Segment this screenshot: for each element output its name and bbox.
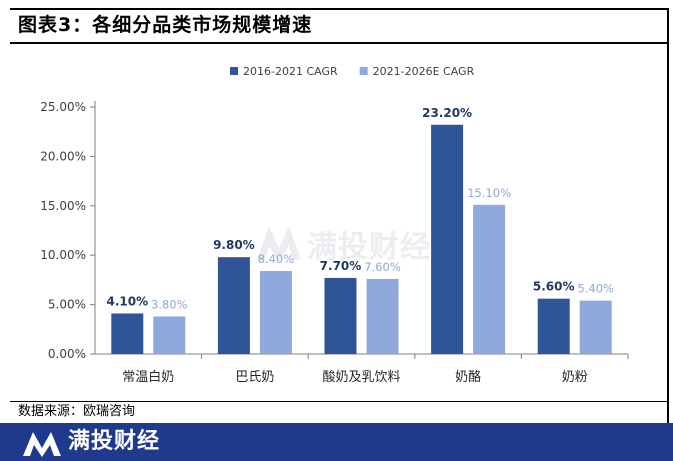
- x-category-label: 常温白奶: [122, 369, 174, 385]
- data-label-1-4: 23.20%: [422, 106, 472, 120]
- brand-name: 满投财经: [68, 429, 161, 454]
- legend-swatch-2: [359, 67, 368, 75]
- legend-swatch-1: [230, 67, 238, 75]
- legend-label-2: 2021-2026E CAGR: [373, 65, 475, 78]
- data-label-1-2: 9.80%: [213, 238, 255, 252]
- legend-label-1: 2016-2021 CAGR: [243, 65, 338, 78]
- y-tick-label: 5.00%: [48, 298, 86, 312]
- bar-1-5: [537, 298, 570, 354]
- data-label-1-1: 4.10%: [106, 294, 148, 308]
- x-category-label: 奶酪: [455, 369, 481, 385]
- bar-1-3: [324, 277, 357, 354]
- data-label-2-3: 7.60%: [364, 260, 401, 274]
- data-label-2-5: 5.40%: [577, 282, 614, 296]
- y-tick-label: 25.00%: [40, 100, 86, 114]
- data-label-2-4: 15.10%: [467, 186, 511, 200]
- bar-2-5: [579, 300, 612, 354]
- bar-2-1: [153, 316, 186, 354]
- chart-title: 图表3：各细分品类市场规模增速: [18, 14, 313, 36]
- source-note: 数据来源：欧瑞咨询: [18, 404, 136, 419]
- data-label-2-1: 3.80%: [151, 297, 188, 311]
- title-rule: [10, 42, 669, 44]
- frame-right-border: [667, 8, 669, 428]
- bar-1-2: [217, 257, 250, 354]
- data-label-2-2: 8.40%: [258, 252, 295, 266]
- y-tick-label: 0.00%: [48, 347, 86, 361]
- y-tick-label: 10.00%: [40, 248, 86, 262]
- y-tick-label: 15.00%: [40, 199, 86, 213]
- brand-logo-icon: [23, 432, 61, 457]
- data-label-1-5: 5.60%: [533, 280, 575, 294]
- bar-2-2: [259, 271, 292, 354]
- source-rule: [10, 401, 669, 402]
- x-category-label: 奶粉: [562, 370, 588, 385]
- bar-1-1: [111, 313, 144, 354]
- bar-1-4: [431, 124, 464, 354]
- bar-2-3: [366, 278, 399, 354]
- y-tick-label: 20.00%: [40, 149, 86, 163]
- x-category-label: 巴氏奶: [235, 370, 274, 385]
- bar-2-4: [473, 204, 506, 354]
- data-label-1-3: 7.70%: [320, 259, 362, 273]
- bar-chart: 2016-2021 CAGR 2021-2026E CAGR 0.00% 5.00% 1…: [40, 65, 629, 385]
- footer-bar: 满投财经: [0, 423, 673, 461]
- x-category-label: 酸奶及乳饮料: [322, 370, 400, 385]
- top-rule: [10, 8, 669, 10]
